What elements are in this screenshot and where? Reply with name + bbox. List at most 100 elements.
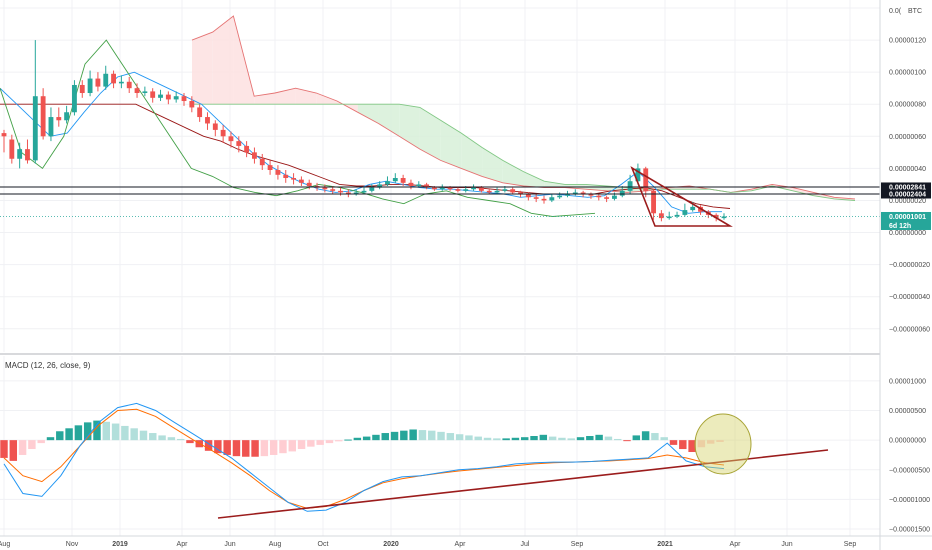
candle-body [111, 73, 116, 84]
candle-body [79, 84, 85, 94]
candle-body [721, 216, 727, 219]
candle-body [32, 96, 38, 161]
candle-body [455, 189, 461, 191]
candle-body [87, 78, 93, 94]
time-axis[interactable]: Aug Nov 2019 Apr Jun Aug Oct 2020 Apr Jul Sep 2021 A… [0, 541, 856, 548]
macd-histogram-bar [279, 440, 287, 454]
candle-body [510, 189, 516, 193]
x-tick-label: Aug [269, 541, 282, 548]
macd-histogram-bar [232, 440, 241, 457]
candle-body [1, 133, 7, 137]
candle-body [541, 198, 547, 201]
macd-histogram-bar [604, 436, 613, 441]
candle-body [361, 190, 367, 193]
macd-histogram-bar [595, 434, 603, 441]
macd-y-axis[interactable]: 0.00001000 0.00000500 0.00000000 −0.0000050… [889, 378, 930, 533]
macd-histogram-bar [158, 435, 166, 441]
price-tag-countdown: 6d 12h [889, 223, 911, 230]
macd-histogram-bar [679, 440, 687, 450]
macd-legend[interactable]: MACD (12, 26, close, 9) [5, 361, 91, 370]
candle-body [713, 214, 719, 219]
macd-histogram-bar [46, 437, 55, 441]
candle-body [40, 96, 46, 137]
candle-body [25, 149, 30, 161]
candles [1, 40, 727, 222]
macd-histogram-bar [400, 430, 408, 441]
price-y-tick: 0.00000040 [889, 166, 926, 173]
candle-body [596, 195, 602, 198]
candle-body [228, 136, 234, 142]
candle-body [17, 149, 23, 159]
cloud-segment [192, 32, 213, 105]
candle-body [205, 117, 210, 124]
candle-body [612, 195, 617, 199]
macd-histogram-bar [121, 425, 129, 441]
cloud-segment [523, 171, 545, 188]
macd-histogram-bar [474, 436, 482, 441]
macd-histogram-bar [316, 440, 324, 445]
macd-histogram-bar [455, 434, 464, 441]
macd-histogram-bar [641, 431, 650, 441]
candle-body [142, 91, 148, 94]
candle-body [432, 187, 437, 190]
candle-body [627, 181, 633, 191]
cloud-segment [440, 120, 462, 169]
x-tick-label: Apr [177, 541, 189, 548]
macd-histogram-bar [297, 440, 306, 450]
candle-body [502, 189, 508, 191]
candle-body [486, 190, 492, 193]
candle-body [682, 210, 688, 215]
highlight-circle[interactable] [694, 413, 752, 475]
price-y-axis[interactable]: 0.00000120 0.00000100 0.00000080 0.00000060… [889, 8, 930, 333]
x-tick-label: Apr [730, 541, 742, 548]
macd-histogram-bar [688, 440, 696, 452]
candle-body [572, 192, 578, 195]
macd-histogram-bar [139, 430, 148, 441]
price-y-tick: 0.00000120 [889, 38, 926, 45]
price-y-tick: −0.00000060 [889, 326, 930, 333]
macd-histogram-bar [465, 435, 473, 441]
macd-lines [3, 402, 725, 512]
candle-body [189, 101, 195, 108]
horizontal-levels[interactable] [0, 186, 880, 217]
candle-body [267, 165, 273, 170]
triangle-drawing[interactable] [630, 166, 733, 227]
candle-body [494, 190, 500, 193]
macd-histogram-bar [269, 440, 278, 455]
lagging-span [0, 39, 596, 217]
macd-histogram-bar [251, 440, 259, 457]
candle-body [338, 190, 343, 193]
macd-histogram-bar [521, 437, 529, 441]
x-tick-label: Aug [0, 541, 10, 548]
macd-histogram-bar [186, 440, 194, 444]
candle-body [64, 112, 70, 121]
macd-histogram-bar [325, 440, 334, 444]
macd-histogram-bar [111, 423, 120, 441]
macd-histogram-bar [502, 438, 510, 441]
candle-body [377, 184, 383, 188]
candle-body [666, 216, 672, 219]
candle-body [392, 178, 398, 182]
cloud-segment [316, 93, 338, 105]
macd-histogram-bar [613, 438, 622, 441]
macd-histogram-bar [437, 431, 445, 441]
candle-body [197, 107, 203, 118]
candle-body [674, 214, 680, 217]
macd-histogram-bar [130, 428, 138, 441]
macd-histogram-bar [539, 434, 548, 441]
ichimoku-lines [0, 39, 731, 217]
candle-body [306, 182, 312, 187]
price-y-tick: 0.00000000 [889, 230, 926, 237]
macd-trendline[interactable] [217, 449, 829, 519]
candle-body [95, 78, 101, 87]
conversion-line [0, 71, 722, 214]
price-y-tick: 0.00000100 [889, 70, 926, 77]
price-y-tick: −0.00000020 [889, 262, 930, 269]
price-tag-box [881, 189, 931, 199]
macd-histogram-bar [567, 438, 575, 441]
cloud-span-a [191, 15, 856, 200]
candle-body [400, 178, 406, 183]
macd-histogram-bar [223, 440, 231, 455]
macd-histogram-bar [9, 440, 18, 461]
